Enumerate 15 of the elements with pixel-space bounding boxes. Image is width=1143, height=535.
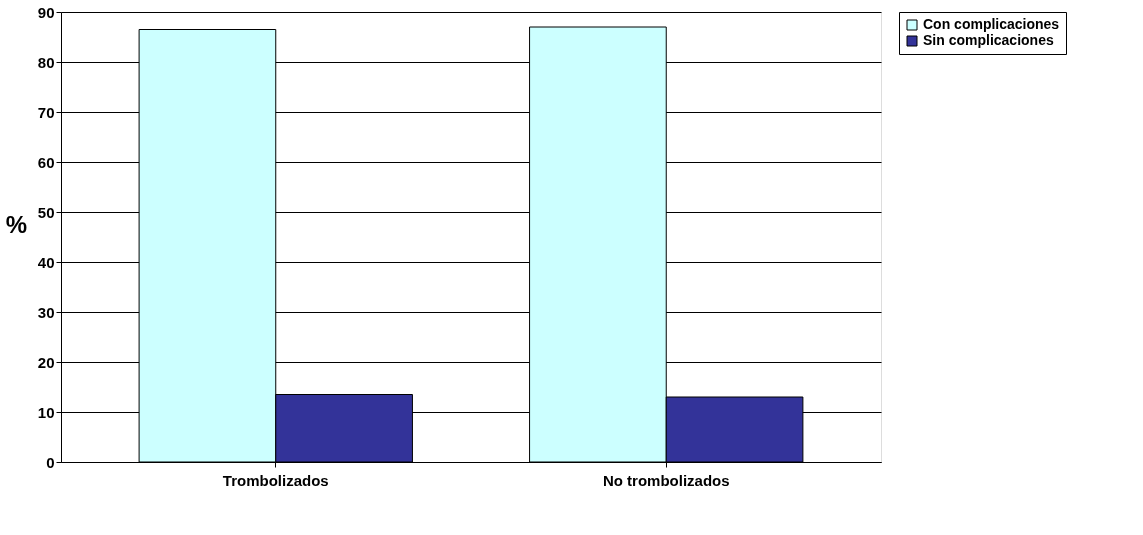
legend-label: Sin complicaciones xyxy=(923,32,1054,48)
y-axis-title: % xyxy=(5,210,28,238)
y-tick-label: 30 xyxy=(37,303,55,321)
y-tick-label: 20 xyxy=(37,353,55,371)
y-tick-label: 0 xyxy=(46,453,55,471)
y-tick-label: 80 xyxy=(37,53,55,71)
y-tick-label: 90 xyxy=(37,3,55,21)
y-tick-label: 50 xyxy=(37,203,55,221)
y-tick-label: 40 xyxy=(37,253,55,271)
y-tick-label: 70 xyxy=(37,103,55,121)
x-tick-label: No trombolizados xyxy=(602,471,730,489)
y-tick-label: 60 xyxy=(37,153,55,171)
legend-label: Con complicaciones xyxy=(923,16,1060,32)
x-tick-label: Trombolizados xyxy=(222,471,329,489)
y-tick-label: 10 xyxy=(37,403,55,421)
